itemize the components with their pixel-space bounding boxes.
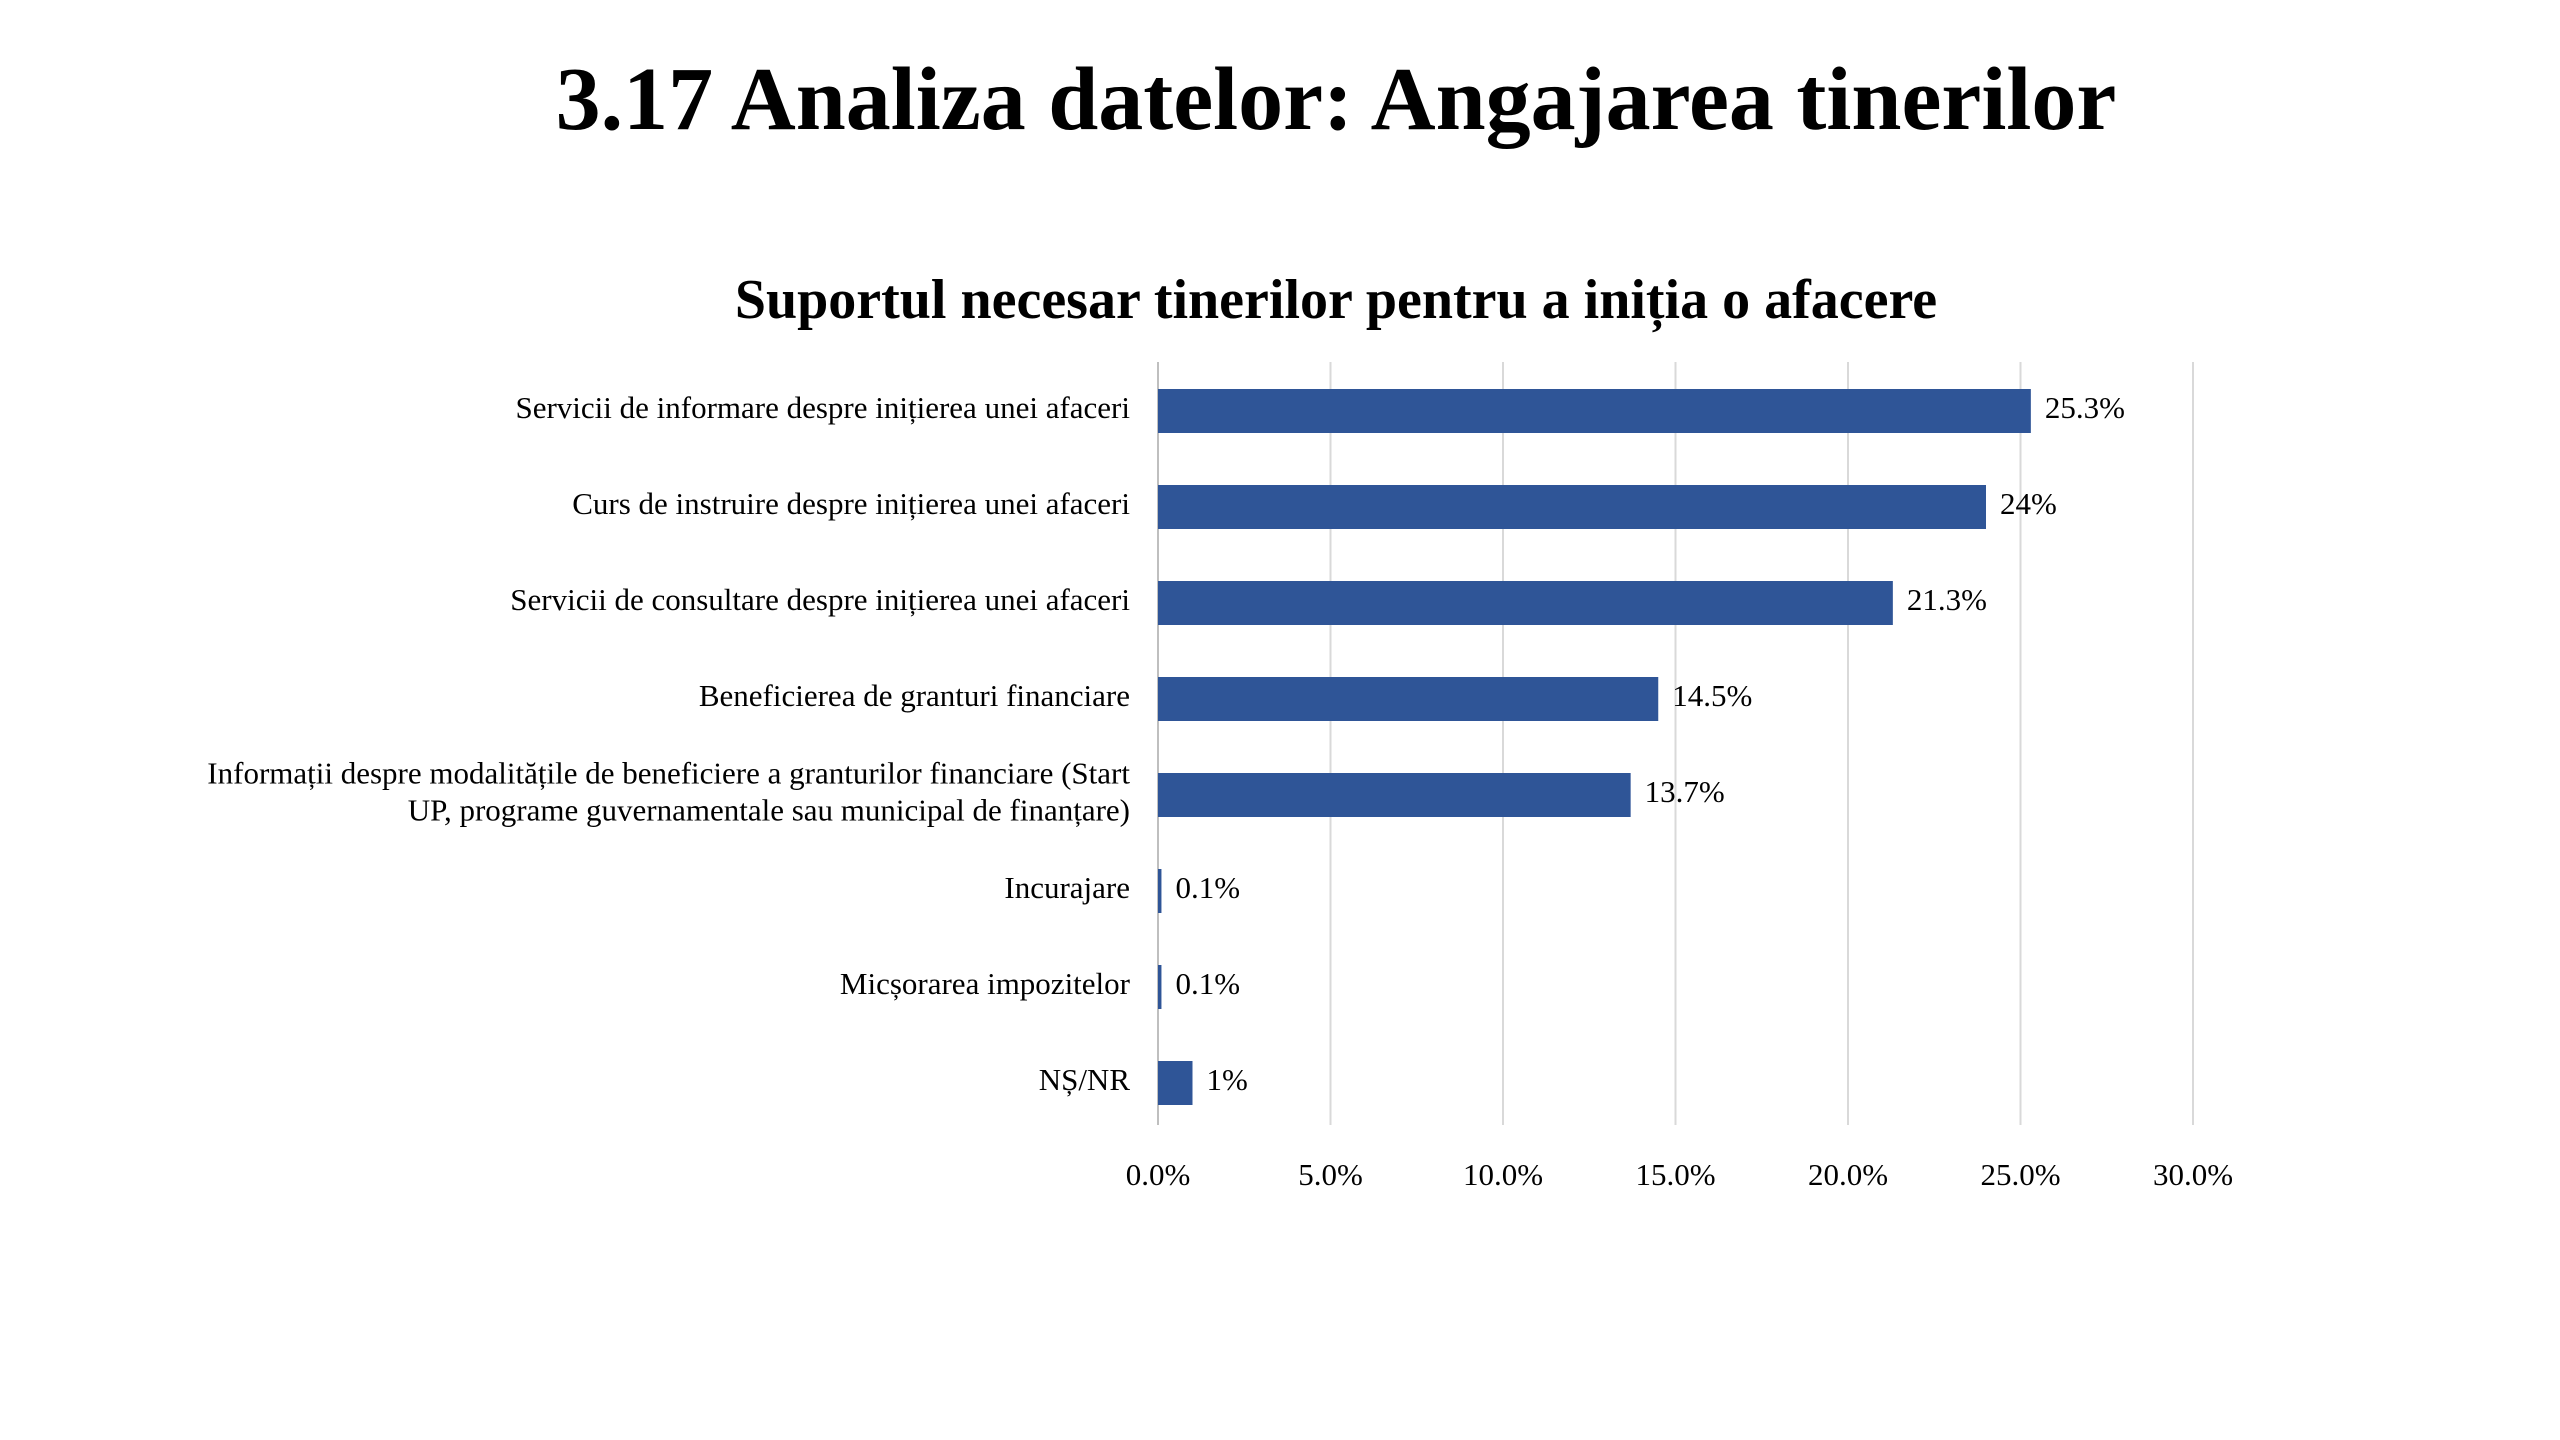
- chart-title: Suportul necesar tinerilor pentru a iniț…: [734, 269, 1938, 331]
- x-tick-label: 5.0%: [1298, 1157, 1363, 1192]
- slide-title: 3.17 Analiza datelor: Angajarea tinerilo…: [555, 50, 2117, 149]
- category-label: Micșorarea impozitelor: [840, 966, 1131, 1001]
- bar: [1158, 581, 1893, 625]
- x-tick-label: 0.0%: [1126, 1157, 1191, 1192]
- category-label: Curs de instruire despre inițierea unei …: [572, 486, 1130, 521]
- category-labels: Servicii de informare despre inițierea u…: [207, 390, 1130, 1097]
- data-label: 21.3%: [1907, 582, 1987, 617]
- category-label: Servicii de informare despre inițierea u…: [515, 390, 1130, 425]
- data-label: 24%: [2000, 486, 2057, 521]
- category-label: NȘ/NR: [1039, 1062, 1131, 1097]
- data-labels: 25.3% 24% 21.3% 14.5% 13.7% 0.1% 0.1% 1%: [1175, 390, 2124, 1097]
- gridlines: [1157, 362, 2194, 1125]
- bar: [1158, 485, 1986, 529]
- bar: [1158, 389, 2031, 433]
- data-label: 0.1%: [1175, 870, 1240, 905]
- bar: [1158, 1061, 1193, 1105]
- category-label: Servicii de consultare despre inițierea …: [510, 582, 1130, 617]
- x-tick-label: 25.0%: [1980, 1157, 2060, 1192]
- bars: [1158, 389, 2031, 1105]
- data-label: 25.3%: [2045, 390, 2125, 425]
- x-axis-tick-labels: 0.0% 5.0% 10.0% 15.0% 20.0% 25.0% 30.0%: [1126, 1157, 2233, 1192]
- data-label: 14.5%: [1672, 678, 1752, 713]
- data-label: 1%: [1207, 1062, 1248, 1097]
- data-label: 13.7%: [1645, 774, 1725, 809]
- category-label: Incurajare: [1004, 870, 1130, 905]
- bar: [1158, 869, 1162, 913]
- data-label: 0.1%: [1175, 966, 1240, 1001]
- bar: [1158, 965, 1162, 1009]
- x-tick-label: 20.0%: [1808, 1157, 1888, 1192]
- bar: [1158, 677, 1659, 721]
- category-label: Beneficierea de granturi financiare: [699, 678, 1130, 713]
- x-tick-label: 15.0%: [1635, 1157, 1715, 1192]
- x-tick-label: 10.0%: [1463, 1157, 1543, 1192]
- x-tick-label: 30.0%: [2153, 1157, 2233, 1192]
- bar: [1158, 773, 1631, 817]
- category-label: Informații despre modalitățile de benefi…: [207, 756, 1130, 828]
